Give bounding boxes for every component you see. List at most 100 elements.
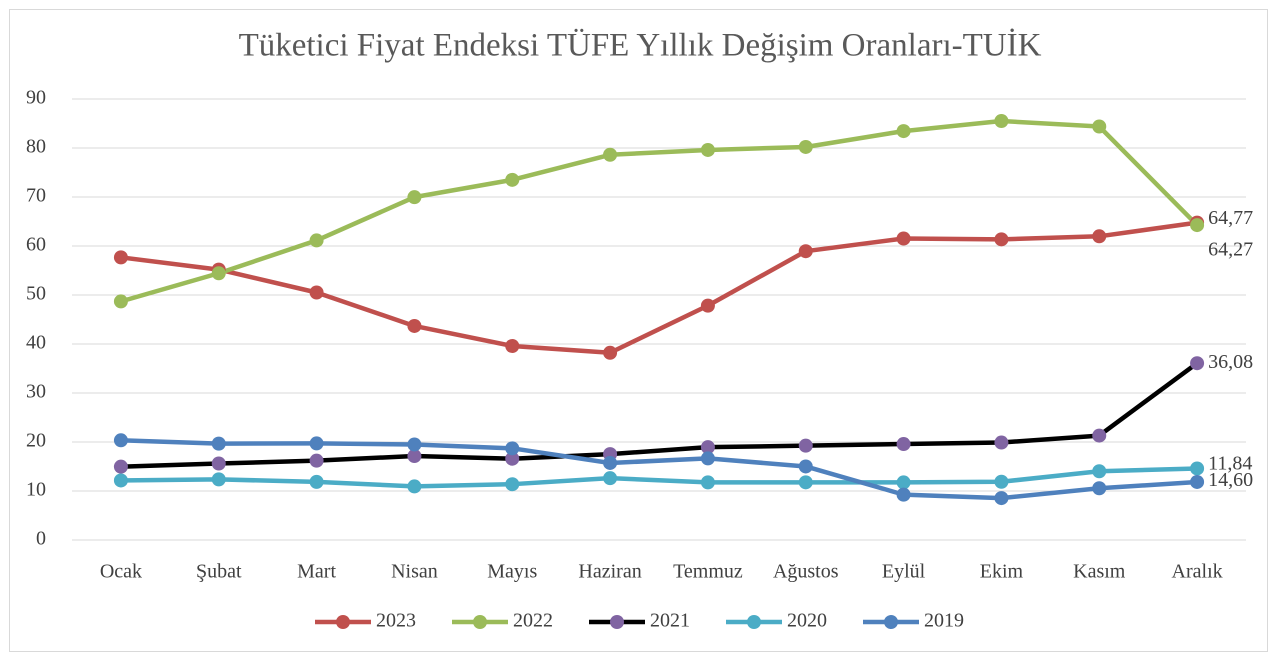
data-point	[798, 438, 813, 453]
data-point	[505, 339, 520, 354]
data-point	[1092, 229, 1107, 244]
y-tick-label: 30	[26, 381, 46, 403]
data-point	[1092, 119, 1107, 134]
data-point	[505, 477, 520, 492]
x-tick-label: Temmuz	[673, 561, 743, 583]
legend-marker	[336, 615, 350, 629]
y-tick-label: 10	[26, 479, 46, 501]
data-point	[309, 474, 324, 489]
data-point	[896, 437, 911, 452]
y-tick-label: 70	[26, 185, 46, 207]
y-tick-label: 0	[36, 528, 46, 550]
y-tick-label: 80	[26, 136, 46, 158]
data-point	[700, 475, 715, 490]
data-point	[407, 318, 422, 333]
data-point	[309, 233, 324, 248]
x-tick-label: Ekim	[980, 561, 1024, 583]
legend-label: 2019	[924, 610, 964, 632]
data-point	[505, 441, 520, 456]
x-tick-label: Aralık	[1172, 561, 1223, 583]
x-tick-label: Nisan	[391, 561, 438, 583]
data-point	[211, 456, 226, 471]
y-tick-label: 60	[26, 234, 46, 256]
legend-marker	[610, 615, 624, 629]
data-point	[994, 114, 1009, 129]
data-point	[505, 172, 520, 187]
data-point	[603, 345, 618, 360]
data-point	[1092, 464, 1107, 479]
y-tick-label: 40	[26, 332, 46, 354]
data-point	[603, 471, 618, 486]
legend-label: 2020	[787, 610, 827, 632]
y-tick-label: 50	[26, 283, 46, 305]
x-tick-label: Mart	[297, 561, 336, 583]
data-point	[798, 459, 813, 474]
x-tick-label: Ocak	[100, 561, 142, 583]
legend-label: 2023	[376, 610, 416, 632]
legend-marker	[747, 615, 761, 629]
data-point	[1190, 218, 1205, 233]
data-point	[1092, 481, 1107, 496]
x-tick-label: Şubat	[196, 561, 242, 583]
data-point	[211, 436, 226, 451]
data-point	[113, 433, 128, 448]
data-point	[798, 244, 813, 259]
data-point	[407, 479, 422, 494]
legend-marker	[884, 615, 898, 629]
data-point	[113, 459, 128, 474]
series-line	[120, 361, 1199, 469]
x-tick-label: Eylül	[882, 561, 926, 583]
data-point	[505, 451, 520, 466]
data-point	[896, 231, 911, 246]
data-point	[113, 250, 128, 265]
x-tick-label: Haziran	[578, 561, 641, 583]
data-point	[407, 437, 422, 452]
y-tick-label: 20	[26, 430, 46, 452]
data-point	[603, 147, 618, 162]
data-point	[113, 294, 128, 309]
data-label: 64,27	[1208, 239, 1253, 261]
chart-title: Tüketici Fiyat Endeksi TÜFE Yıllık Değiş…	[239, 28, 1042, 64]
data-point	[309, 285, 324, 300]
data-point	[700, 440, 715, 455]
legend-label: 2021	[650, 610, 690, 632]
data-point	[211, 472, 226, 487]
data-point	[309, 436, 324, 451]
data-label: 36,08	[1208, 351, 1253, 373]
data-label: 64,77	[1208, 207, 1253, 229]
x-tick-label: Ağustos	[773, 561, 839, 583]
data-point	[994, 232, 1009, 247]
data-label: 11,84	[1208, 453, 1252, 475]
data-point	[994, 474, 1009, 489]
data-point	[798, 139, 813, 154]
series-line	[120, 118, 1199, 304]
legend-marker	[473, 615, 487, 629]
data-point	[896, 475, 911, 490]
data-point	[211, 266, 226, 281]
data-point	[700, 142, 715, 157]
chart-border	[9, 9, 1268, 652]
data-point	[407, 190, 422, 205]
series-line	[120, 438, 1198, 501]
data-label: 14,60	[1208, 469, 1253, 491]
data-point	[896, 124, 911, 139]
data-point	[603, 455, 618, 470]
data-point	[700, 451, 715, 466]
data-point	[1190, 461, 1205, 476]
data-point	[113, 473, 128, 488]
data-point	[407, 449, 422, 464]
x-tick-label: Kasım	[1073, 561, 1126, 583]
data-point	[309, 453, 324, 468]
data-point	[700, 298, 715, 313]
y-tick-label: 90	[26, 87, 46, 109]
legend-label: 2022	[513, 610, 553, 632]
data-point	[1190, 474, 1205, 489]
data-point	[994, 491, 1009, 506]
data-point	[994, 435, 1009, 450]
x-tick-label: Mayıs	[487, 561, 537, 583]
series-line	[120, 220, 1198, 356]
series-line	[120, 466, 1198, 489]
data-point	[896, 487, 911, 502]
data-point	[1092, 428, 1107, 443]
